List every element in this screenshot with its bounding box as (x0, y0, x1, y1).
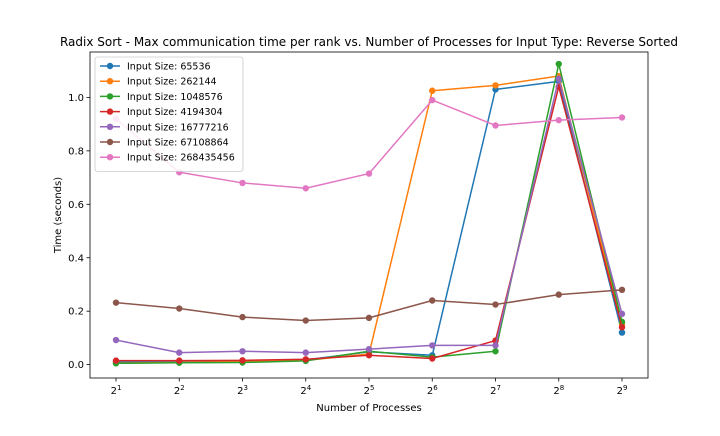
series-7-point (618, 114, 626, 121)
x-tick-exponent: 2 (180, 384, 184, 392)
chart-title: Radix Sort - Max communication time per … (60, 35, 678, 49)
legend-marker-6 (106, 138, 114, 146)
series-4-point (302, 356, 309, 363)
legend-marker-4 (106, 108, 114, 115)
series-1-point (618, 329, 626, 336)
y-tick-label: 1.0 (68, 93, 84, 104)
x-tick-base: 2 (111, 386, 117, 397)
x-tick-label: 28 (553, 384, 564, 397)
x-tick-base: 2 (427, 386, 433, 397)
legend-marker-5 (106, 123, 114, 130)
legend-label-3: Input Size: 1048576 (127, 92, 223, 103)
series-6-point (492, 301, 499, 308)
legend-marker-1 (106, 62, 114, 70)
series-7-point (239, 179, 246, 187)
series-5-point (555, 75, 562, 82)
series-4-point (618, 324, 626, 331)
legend-marker-2 (106, 78, 114, 85)
legend-label-6: Input Size: 67108864 (127, 138, 229, 149)
series-3-point (492, 348, 499, 355)
series-5-point (618, 310, 626, 318)
x-tick-exponent: 7 (496, 384, 500, 392)
y-tick-label: 0.0 (68, 360, 84, 371)
series-6-point (618, 286, 626, 294)
series-6-point (365, 314, 373, 322)
series-6-point (176, 305, 183, 312)
series-7-point (365, 170, 373, 177)
series-7-point (492, 122, 499, 129)
legend-label-7: Input Size: 268435456 (127, 153, 235, 164)
series-4-point (429, 355, 436, 362)
series-4-point (176, 357, 183, 364)
x-tick-exponent: 4 (307, 384, 312, 392)
plot-frame (89, 51, 649, 379)
x-tick-label: 22 (174, 384, 185, 397)
series-5-point (176, 349, 183, 356)
x-tick-base: 2 (553, 386, 559, 397)
series-5-point (302, 349, 309, 356)
x-tick-exponent: 8 (560, 384, 564, 392)
legend-label-5: Input Size: 16777216 (127, 122, 229, 133)
x-tick-exponent: 5 (370, 384, 374, 392)
series-4-point (239, 357, 246, 364)
legend-marker-7 (106, 154, 114, 161)
series-4-point (365, 352, 373, 359)
x-tick-label: 25 (364, 384, 375, 397)
series-5-point (429, 342, 436, 349)
x-tick-label: 26 (427, 384, 438, 397)
x-tick-label: 27 (490, 384, 501, 397)
series-6-point (302, 317, 309, 324)
y-tick-label: 0.6 (68, 200, 84, 211)
series-6-point (555, 291, 562, 298)
series-7-point (302, 185, 309, 192)
series-5-point (492, 342, 499, 349)
x-tick-label: 24 (300, 384, 311, 397)
x-tick-base: 2 (174, 386, 180, 397)
series-2-point (429, 87, 436, 94)
y-tick-label: 0.2 (68, 307, 84, 318)
legend-label-4: Input Size: 4194304 (127, 107, 223, 118)
series-6-point (112, 299, 120, 306)
legend-label-1: Input Size: 65536 (127, 62, 211, 73)
series-5-point (112, 336, 120, 344)
series-6-point (239, 313, 246, 321)
series-7-point (555, 116, 562, 124)
x-tick-base: 2 (237, 386, 243, 397)
legend-label-2: Input Size: 262144 (127, 77, 217, 88)
x-tick-base: 2 (490, 386, 496, 397)
y-axis-label: Time (seconds) (53, 177, 64, 254)
series-5-point (239, 348, 246, 355)
series-2-point (492, 82, 499, 89)
y-tick-label: 0.8 (68, 146, 84, 157)
x-tick-base: 2 (617, 386, 623, 397)
x-tick-label: 21 (111, 384, 122, 397)
x-tick-label: 29 (617, 384, 628, 397)
x-tick-exponent: 1 (117, 384, 121, 392)
series-7-point (429, 96, 436, 104)
x-tick-base: 2 (364, 386, 370, 397)
legend-box (94, 56, 244, 172)
x-tick-base: 2 (300, 386, 306, 397)
series-3-point (555, 60, 562, 68)
series-5-point (365, 345, 373, 353)
x-tick-exponent: 3 (243, 384, 247, 392)
series-4-point (112, 357, 120, 364)
series-6-point (429, 297, 436, 304)
legend: Input Size: 65536 Input Size: 262144 Input… (94, 56, 244, 172)
legend-marker-3 (106, 93, 114, 100)
x-tick-label: 23 (237, 384, 248, 397)
x-axis-label: Number of Processes (316, 403, 421, 414)
x-tick-exponent: 9 (623, 384, 627, 392)
y-tick-label: 0.4 (68, 253, 84, 264)
x-tick-exponent: 6 (433, 384, 438, 392)
